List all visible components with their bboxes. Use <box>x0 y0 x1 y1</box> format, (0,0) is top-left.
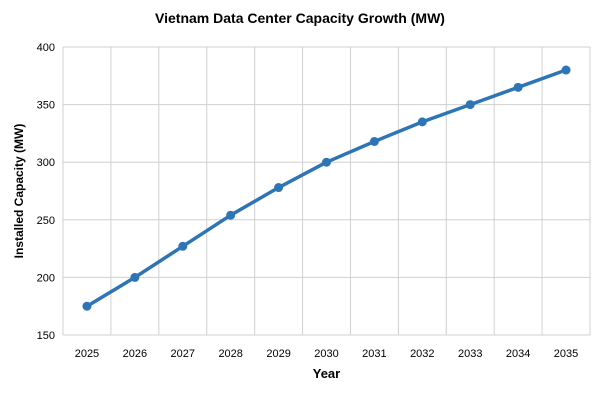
data-point <box>561 65 571 75</box>
x-tick-label: 2027 <box>171 348 195 360</box>
data-point <box>226 210 236 220</box>
y-tick-label: 400 <box>37 42 55 54</box>
x-tick-label: 2029 <box>266 348 290 360</box>
data-point <box>417 117 427 127</box>
data-point <box>130 272 140 282</box>
data-point <box>513 82 523 92</box>
y-tick-label: 150 <box>37 330 55 342</box>
data-point <box>274 183 284 193</box>
y-tick-label: 250 <box>37 215 55 227</box>
y-axis-label: Installed Capacity (MW) <box>12 123 26 259</box>
data-point <box>322 157 331 167</box>
data-point <box>82 301 92 311</box>
x-tick-label: 2035 <box>554 348 578 360</box>
data-point <box>465 100 475 110</box>
x-tick-label: 2031 <box>362 348 386 360</box>
x-tick-label: 2030 <box>314 348 338 360</box>
y-tick-label: 350 <box>37 100 55 112</box>
x-tick-label: 2032 <box>410 348 434 360</box>
x-tick-label: 2033 <box>458 348 482 360</box>
x-axis-label: Year <box>312 366 341 381</box>
y-tick-label: 200 <box>37 272 55 284</box>
chart-title: Vietnam Data Center Capacity Growth (MW) <box>155 10 445 26</box>
x-tick-label: 2028 <box>218 348 242 360</box>
data-point <box>178 241 188 251</box>
x-tick-label: 2026 <box>123 348 147 360</box>
y-tick-label: 300 <box>37 157 55 169</box>
data-point <box>369 136 379 146</box>
x-tick-label: 2034 <box>506 348 530 360</box>
x-tick-label: 2025 <box>75 348 99 360</box>
